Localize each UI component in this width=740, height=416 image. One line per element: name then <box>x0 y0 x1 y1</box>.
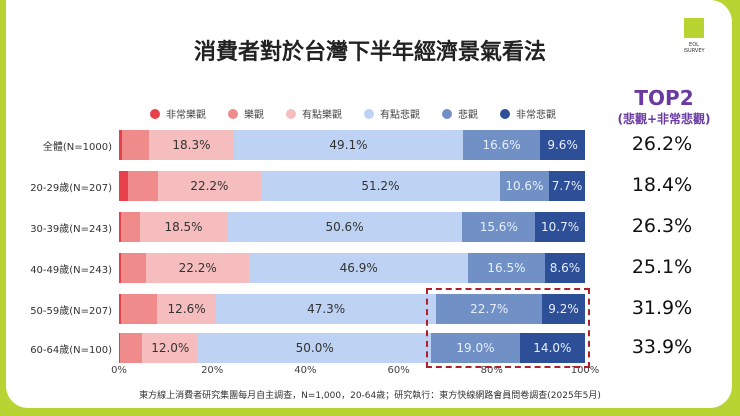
legend-label: 悲觀 <box>458 110 478 121</box>
category-label: 40-49歲(N=243) <box>30 265 112 276</box>
bar-segment <box>119 333 120 363</box>
x-tick-label: 20% <box>201 365 224 376</box>
x-tick-label: 40% <box>294 365 317 376</box>
logo <box>684 18 704 38</box>
category-label: 30-39歲(N=243) <box>30 224 112 235</box>
bar-segment <box>120 212 141 242</box>
legend-label: 非常樂觀 <box>166 110 206 121</box>
chart-title: 消費者對於台灣下半年經濟景氣看法 <box>193 40 546 65</box>
legend-item: 非常樂觀 <box>150 106 206 121</box>
x-tick-label: 0% <box>111 365 127 376</box>
legend-swatch <box>364 109 374 119</box>
bar-segment: 22.2% <box>146 253 250 283</box>
bar-segment: 18.3% <box>148 130 235 160</box>
legend-swatch <box>442 109 452 119</box>
legend-swatch <box>286 109 296 119</box>
bar-segment: 16.5% <box>468 253 545 283</box>
top2-title: TOP2 <box>634 86 694 110</box>
x-tick-label: 80% <box>480 365 503 376</box>
category-label: 全體(N=1000) <box>42 142 112 153</box>
legend-label: 非常悲觀 <box>516 110 556 121</box>
top2-value: 33.9% <box>631 336 693 358</box>
legend-item: 有點樂觀 <box>286 106 342 121</box>
top2-value: 26.2% <box>631 133 693 155</box>
bar-segment: 50.6% <box>226 212 463 242</box>
bar-segment: 12.0% <box>142 333 199 363</box>
bar-segment: 8.6% <box>544 253 585 283</box>
bar-segment: 7.7% <box>549 171 585 201</box>
bar-segment <box>121 130 149 160</box>
bar-segment: 9.6% <box>540 130 585 160</box>
legend-label: 有點樂觀 <box>302 110 342 121</box>
top2-value: 31.9% <box>631 297 693 319</box>
legend-item: 悲觀 <box>442 106 478 121</box>
bar-segment: 10.6% <box>499 171 550 201</box>
bar-segment <box>119 130 122 160</box>
category-label: 50-59歲(N=207) <box>30 306 112 317</box>
bar-segment <box>119 253 122 283</box>
bar-segment: 15.6% <box>462 212 536 242</box>
bar-segment: 10.7% <box>535 212 585 242</box>
bar-segment: 16.6% <box>462 130 541 160</box>
bar-segment: 22.7% <box>436 294 543 324</box>
legend-swatch <box>228 109 238 119</box>
bar-segment <box>119 333 143 363</box>
bar-segment: 50.0% <box>198 333 432 363</box>
x-tick-label: 100% <box>570 365 600 376</box>
bar-segment: 46.9% <box>249 253 469 283</box>
top2-value: 18.4% <box>631 174 693 196</box>
bar-segment: 9.2% <box>542 294 585 324</box>
bar-segment: 22.2% <box>157 171 262 201</box>
bar-segment <box>119 294 121 324</box>
category-label: 60-64歲(N=100) <box>30 345 112 356</box>
bar-segment <box>119 212 121 242</box>
legend-label: 有點悲觀 <box>380 110 420 121</box>
top2-value: 26.3% <box>631 215 693 237</box>
footnote: 東方線上消費者研究集團每月自主調查，N=1,000，20-64歲；研究執行：東方… <box>139 391 601 401</box>
bar-segment <box>119 171 129 201</box>
bar-segment: 47.3% <box>215 294 437 324</box>
legend-swatch <box>150 109 160 119</box>
bar-segment <box>128 171 158 201</box>
bar-segment <box>120 294 158 324</box>
bar-segment: 49.1% <box>234 130 463 160</box>
top2-subtitle: (悲觀+非常悲觀) <box>617 112 711 126</box>
bar-segment: 51.2% <box>261 171 500 201</box>
logo-text: EOL iSURVEY <box>683 42 705 54</box>
bar-segment: 14.0% <box>519 333 585 363</box>
bar-segment: 19.0% <box>431 333 520 363</box>
legend: 非常樂觀 樂觀 有點樂觀 有點悲觀 悲觀 非常悲觀 <box>150 106 556 121</box>
legend-item: 有點悲觀 <box>364 106 420 121</box>
legend-item: 樂觀 <box>228 106 264 121</box>
category-label: 20-29歲(N=207) <box>30 183 112 194</box>
top2-value: 25.1% <box>631 256 693 278</box>
legend-swatch <box>500 109 510 119</box>
bar-segment <box>121 253 147 283</box>
legend-label: 樂觀 <box>244 110 264 121</box>
bar-segment: 18.5% <box>140 212 227 242</box>
bar-segment: 12.6% <box>157 294 216 324</box>
legend-item: 非常悲觀 <box>500 106 556 121</box>
x-tick-label: 60% <box>387 365 410 376</box>
highlight-box <box>426 288 590 368</box>
